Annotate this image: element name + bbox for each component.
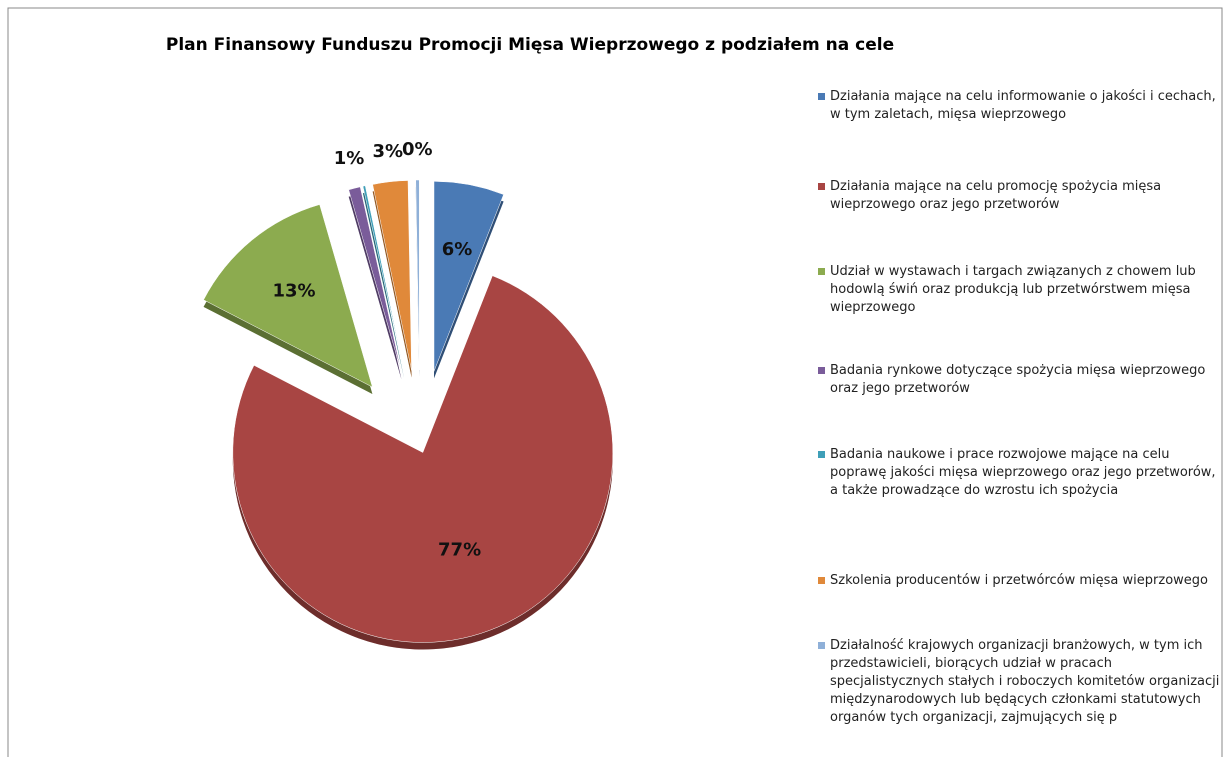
data-label: 1% [334,148,365,169]
legend-swatch [818,642,825,649]
data-label: 3% [372,141,403,162]
slice [203,204,373,388]
slice [433,181,504,372]
slice [362,185,405,372]
legend-label: Działalność krajowych organizacji branżo… [830,638,1220,725]
legend-swatch [818,451,825,458]
data-label: 77% [438,539,481,560]
legend-item: Działalność krajowych organizacji branżo… [818,637,1220,727]
legend-item: Badania naukowe i prace rozwojowe mające… [818,446,1220,500]
legend-label: Badania naukowe i prace rozwojowe mające… [830,447,1216,498]
legend-label: Badania rynkowe dotyczące spożycia mięsa… [830,363,1206,396]
slice [372,180,412,371]
legend-item: Szkolenia producentów i przetwórców mięs… [818,572,1220,590]
data-label: 0% [402,139,433,160]
legend-label: Szkolenia producentów i przetwórców mięs… [830,573,1208,588]
data-label: 13% [272,281,315,302]
legend-label: Działania mające na celu informowanie o … [830,89,1216,122]
legend-label: Udział w wystawach i targach związanych … [830,264,1196,315]
legend-swatch [818,367,825,374]
legend-swatch [818,183,825,190]
slice [232,275,614,643]
chart-title: Plan Finansowy Funduszu Promocji Mięsa W… [166,35,894,55]
legend-label: Działania mające na celu promocję spożyc… [830,179,1162,212]
legend-swatch [818,268,825,275]
legend-item: Działania mające na celu promocję spożyc… [818,178,1220,214]
slice-side-shade [348,193,402,380]
slice-side [362,192,405,379]
slice-side [348,193,402,380]
legend-item: Udział w wystawach i targach związanych … [818,263,1220,317]
legend-swatch [818,577,825,584]
slice-side-shade [362,192,405,379]
legend-item: Badania rynkowe dotyczące spożycia mięsa… [818,362,1220,398]
legend-item: Działania mające na celu informowanie o … [818,88,1220,124]
data-label: 6% [442,239,473,260]
slice [415,179,420,371]
slice [348,186,402,373]
chart-frame [7,7,1223,757]
legend-swatch [818,93,825,100]
